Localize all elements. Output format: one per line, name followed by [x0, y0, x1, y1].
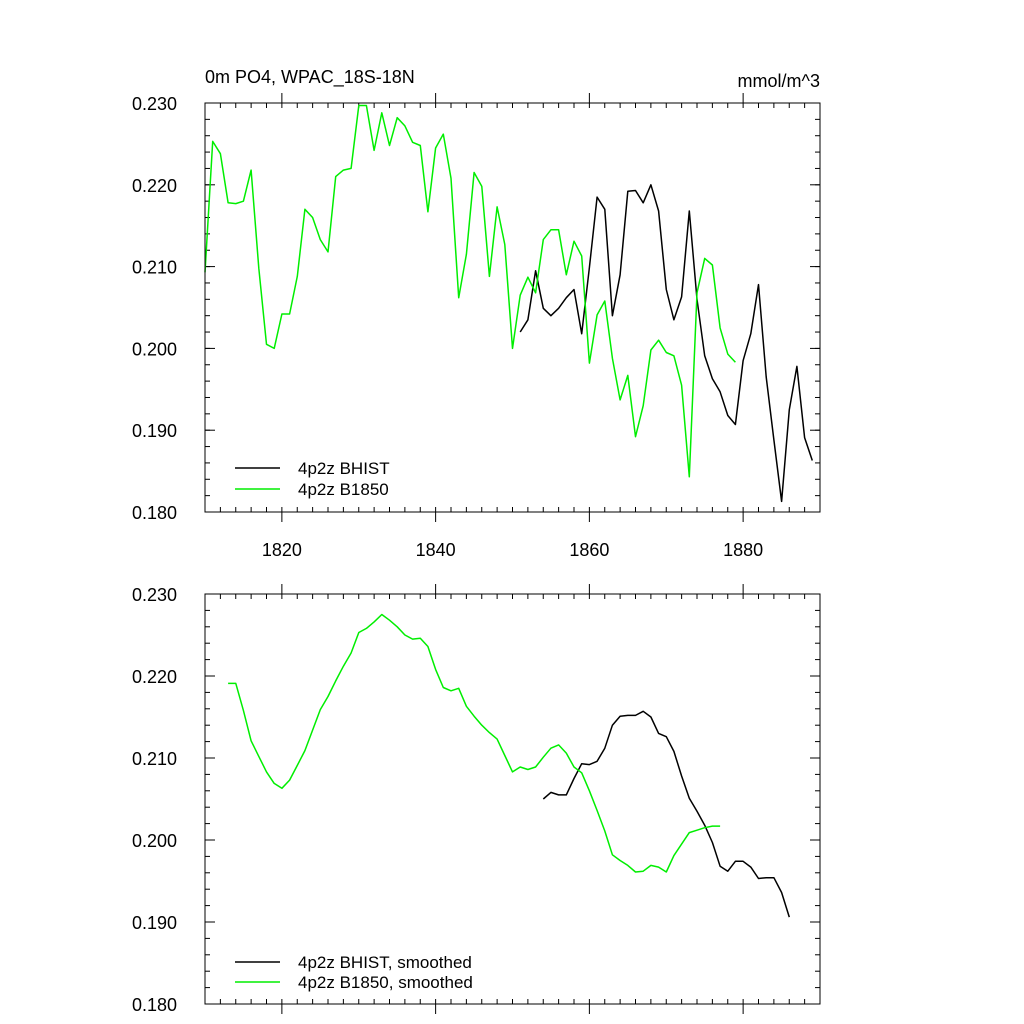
y-tick-label: 0.230	[132, 585, 177, 605]
top-panel: 0m PO4, WPAC_18S-18N mmol/m^3 1820 1840 18…	[132, 67, 821, 560]
bottom-panel-series	[228, 613, 791, 918]
y-tick-label: 0.200	[132, 339, 177, 359]
y-tick-label: 0.190	[132, 913, 177, 933]
top-panel-ticks: 1820 1840 1860 1880 0.180 0.190 0.200 0.210 0.22…	[132, 93, 821, 560]
series-line-b1850-smoothed	[228, 613, 721, 873]
top-panel-legend: 4p2z BHIST 4p2z B1850	[235, 459, 390, 499]
top-panel-series	[204, 104, 814, 503]
legend-label-b1850-smoothed: 4p2z B1850, smoothed	[298, 973, 473, 992]
legend-label-b1850: 4p2z B1850	[298, 480, 389, 499]
bottom-panel-frame	[204, 593, 821, 1005]
y-tick-label: 0.220	[132, 667, 177, 687]
y-tick-label: 0.210	[132, 749, 177, 769]
y-tick-label: 0.210	[132, 258, 177, 278]
series-line-bhist	[519, 184, 814, 503]
bottom-panel: 0.180 0.190 0.200 0.210 0.220 0.230 4p2z BHIS…	[132, 584, 821, 1015]
legend-label-bhist: 4p2z BHIST	[298, 459, 390, 478]
top-panel-units: mmol/m^3	[738, 71, 820, 91]
y-tick-label: 0.180	[132, 995, 177, 1015]
series-line-b1850	[204, 104, 736, 478]
legend-label-bhist-smoothed: 4p2z BHIST, smoothed	[298, 953, 472, 972]
x-tick-label: 1820	[262, 540, 302, 560]
y-tick-label: 0.190	[132, 421, 177, 441]
y-tick-label: 0.180	[132, 503, 177, 523]
series-line-bhist-smoothed	[542, 710, 791, 918]
y-tick-label: 0.230	[132, 94, 177, 114]
x-tick-label: 1860	[569, 540, 609, 560]
y-tick-label: 0.200	[132, 831, 177, 851]
y-tick-label: 0.220	[132, 176, 177, 196]
top-panel-frame	[204, 102, 821, 513]
x-tick-label: 1880	[723, 540, 763, 560]
x-tick-label: 1840	[416, 540, 456, 560]
bottom-panel-ticks: 0.180 0.190 0.200 0.210 0.220 0.230	[132, 584, 821, 1015]
top-panel-title: 0m PO4, WPAC_18S-18N	[205, 67, 415, 88]
bottom-panel-legend: 4p2z BHIST, smoothed 4p2z B1850, smoothe…	[235, 953, 473, 992]
